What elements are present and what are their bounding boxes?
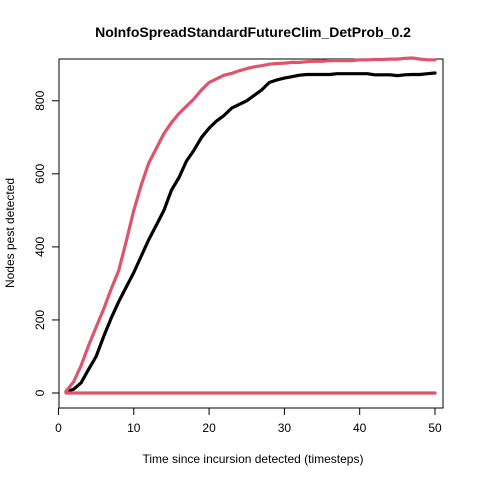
y-tick-label: 400 — [33, 237, 47, 257]
x-axis-label: Time since incursion detected (timesteps… — [143, 452, 364, 466]
x-tick-label: 10 — [127, 421, 141, 435]
x-tick-label: 0 — [55, 421, 62, 435]
x-axis: 0 10 20 30 40 50 — [55, 407, 442, 435]
x-tick-label: 50 — [428, 421, 442, 435]
y-axis: 0 200 400 600 800 — [33, 90, 60, 396]
x-tick-label: 30 — [278, 421, 292, 435]
series-layer — [64, 56, 437, 395]
y-tick-label: 0 — [33, 389, 47, 396]
y-tick-label: 600 — [33, 163, 47, 183]
x-tick-label: 40 — [353, 421, 367, 435]
series-line-2 — [64, 56, 437, 393]
series-line-1 — [64, 71, 437, 394]
plot-frame — [58, 58, 444, 409]
y-tick-label: 200 — [33, 310, 47, 330]
chart-title: NoInfoSpreadStandardFutureClim_DetProb_0… — [95, 24, 411, 40]
y-axis-label: Nodes pest detected — [3, 178, 17, 288]
y-tick-label: 800 — [33, 90, 47, 110]
x-tick-label: 20 — [202, 421, 216, 435]
